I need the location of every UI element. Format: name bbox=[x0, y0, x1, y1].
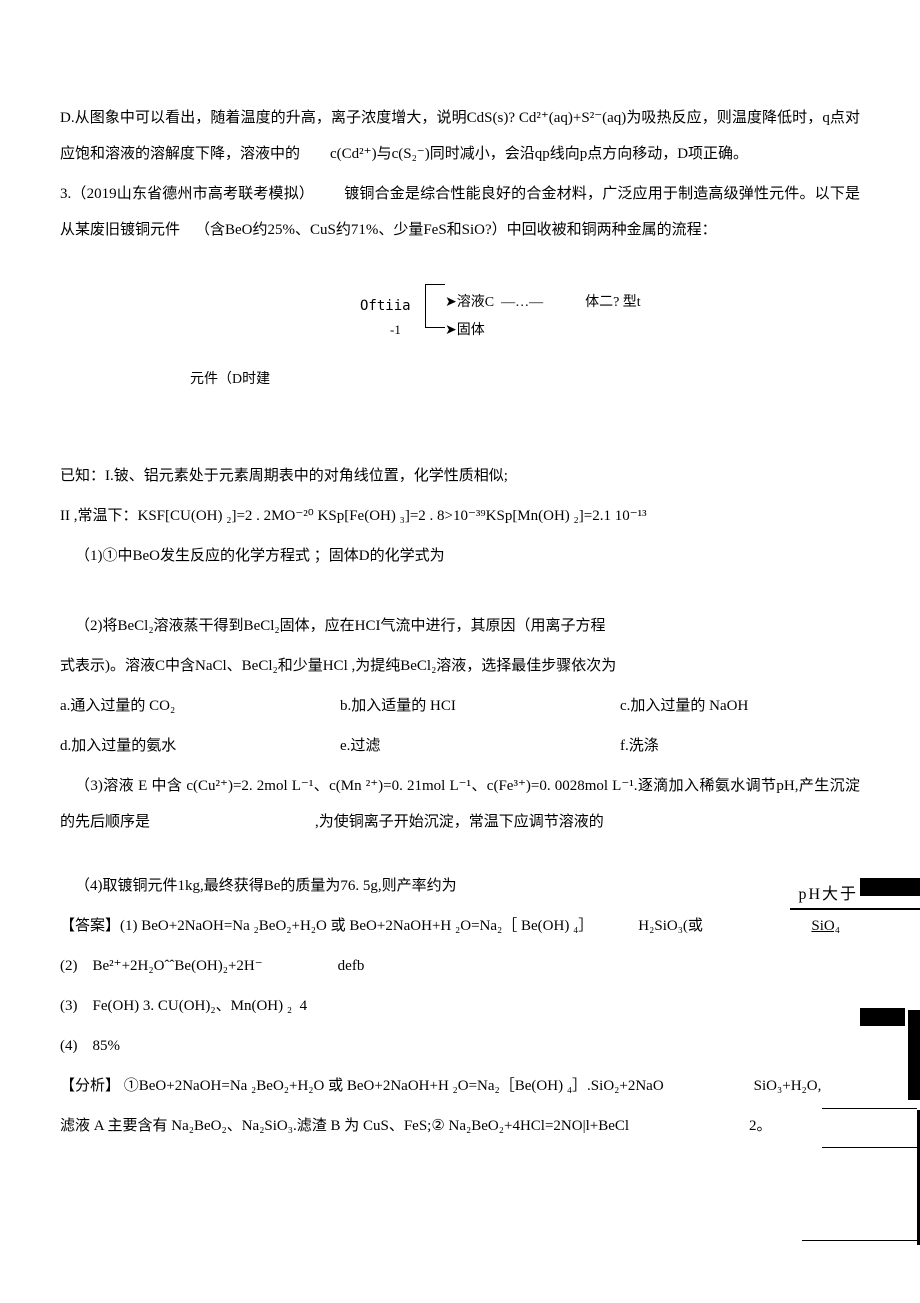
answer-1-text: 【答案】(1) BeO+2NaOH=Na ₂BeO₂+H₂O 或 BeO+2Na… bbox=[60, 918, 703, 934]
options-row-2: d.加入过量的氨水 e.过滤 f.洗涤 bbox=[60, 728, 860, 764]
question-3-stem: 3.（2019山东省德州市高考联考模拟） 镀铜合金是综合性能良好的合金材料，广泛… bbox=[60, 176, 860, 248]
option-b: b.加入适量的 HCI bbox=[340, 688, 580, 724]
redaction-line-1 bbox=[790, 896, 920, 910]
subquestion-1: （1)①中BeO发生反应的化学方程式 ；固体D的化学式为 bbox=[60, 538, 860, 574]
analysis-line2: 滤液 A 主要含有 Na₂BeO₂、Na₂SiO₃.滤渣 B 为 CuS、FeS… bbox=[60, 1108, 860, 1144]
process-diagram: Oftiia -1 ➤溶液C —…— 体二? 型t ➤固体 元件（D时建 bbox=[60, 278, 860, 398]
known-1: 已知：I.铍、铝元素处于元素周期表中的对角线位置，化学性质相似; bbox=[60, 458, 860, 494]
redaction-box-3 bbox=[860, 1008, 905, 1026]
option-f: f.洗涤 bbox=[620, 728, 659, 764]
answer-4: (4) 85% bbox=[60, 1028, 860, 1064]
diagram-footer-label: 元件（D时建 bbox=[190, 363, 270, 397]
diagram-bottom-text: 固体 bbox=[457, 323, 485, 338]
paragraph-d-explanation: D.从图象中可以看出，随着温度的升高，离子浓度增大，说明CdS(s)? Cd²⁺… bbox=[60, 100, 860, 172]
redaction-side bbox=[908, 1010, 920, 1100]
diagram-top-text: 溶液C —…— 体二? 型t bbox=[457, 295, 641, 310]
diagram-left-label: Oftiia bbox=[360, 290, 411, 324]
option-a: a.通入过量的 CO₂ bbox=[60, 688, 300, 724]
option-d: d.加入过量的氨水 bbox=[60, 728, 300, 764]
answer-2: (2) Be²⁺+2H₂OˆˆBe(OH)₂+2H⁻ defb bbox=[60, 948, 860, 984]
analysis-line1: 【分析】 ①BeO+2NaOH=Na ₂BeO₂+H₂O 或 BeO+2NaOH… bbox=[60, 1068, 860, 1104]
option-e: e.过滤 bbox=[340, 728, 580, 764]
option-c: c.加入过量的 NaOH bbox=[620, 688, 748, 724]
redaction-box-1 bbox=[860, 878, 920, 896]
subquestion-2-line2: 式表示)。溶液C中含NaCl、BeCl₂和少量HCl ,为提纯BeCl₂溶液，选… bbox=[60, 648, 860, 684]
redaction-corner bbox=[822, 1108, 917, 1148]
subquestion-2-line1: （2)将BeCl₂溶液蒸干得到BeCl₂固体，应在HCI气流中进行，其原因（用离… bbox=[60, 608, 860, 644]
answer-3: (3) Fe(OH) 3. CU(OH)₂、Mn(OH) ₂ 4 bbox=[60, 988, 860, 1024]
redaction-lastline bbox=[802, 1240, 917, 1241]
diagram-minus1: -1 bbox=[390, 314, 401, 345]
subquestion-4: （4)取镀铜元件1kg,最终获得Be的质量为76. 5g,则产率约为 bbox=[60, 868, 860, 904]
answer-header: 【答案】(1) BeO+2NaOH=Na ₂BeO₂+H₂O 或 BeO+2Na… bbox=[60, 908, 860, 944]
arrow-right-icon: ➤ bbox=[445, 314, 457, 348]
known-2: II ,常温下：KSF[CU(OH) ₂]=2 . 2MO⁻²⁰ KSp[Fe(… bbox=[60, 498, 860, 534]
options-row-1: a.通入过量的 CO₂ b.加入适量的 HCI c.加入过量的 NaOH bbox=[60, 688, 860, 724]
diagram-bottom-branch: ➤固体 bbox=[445, 314, 485, 348]
diagram-bracket bbox=[425, 284, 445, 328]
subquestion-3: （3)溶液 E 中含 c(Cu²⁺)=2. 2mol L⁻¹、c(Mn ²⁺)=… bbox=[60, 768, 860, 840]
